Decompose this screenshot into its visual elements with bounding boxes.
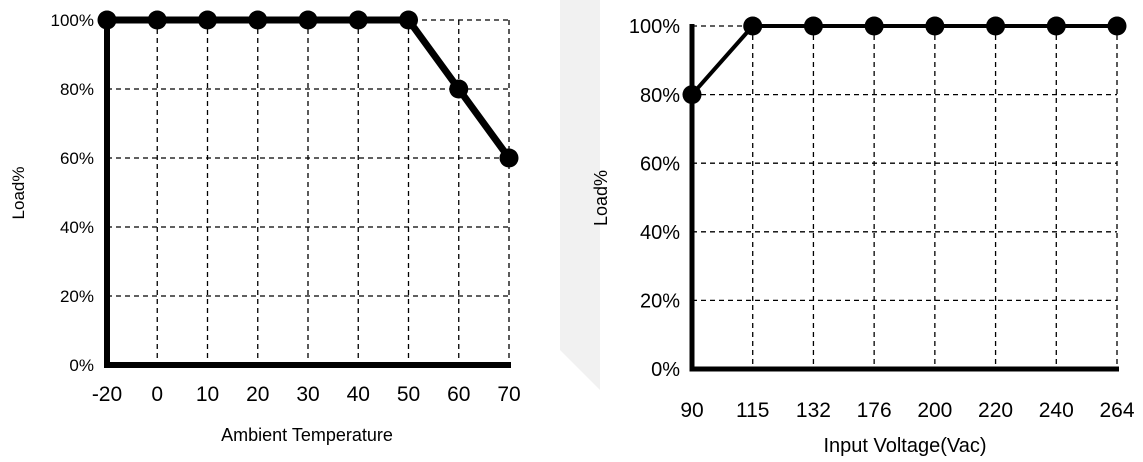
x-tick-label: -20 xyxy=(92,383,122,406)
data-point xyxy=(682,85,702,105)
x-tick-label: 200 xyxy=(917,399,952,422)
x-tick-label: 70 xyxy=(497,383,520,406)
temperature-derating-chart: Load% Ambient Temperature 0% 20% 40% 60% 80%… xyxy=(9,10,521,445)
data-point xyxy=(298,10,318,30)
data-point xyxy=(864,16,884,36)
data-point xyxy=(986,16,1006,36)
y-tick-label: 20% xyxy=(60,287,94,306)
y-tick-label: 40% xyxy=(640,222,680,244)
data-point xyxy=(198,10,217,30)
data-point xyxy=(248,10,268,30)
y-tick-label: 80% xyxy=(60,80,94,99)
x-axis-title: Input Voltage(Vac) xyxy=(823,435,986,457)
data-point xyxy=(499,148,519,168)
y-tick-label: 0% xyxy=(69,356,94,375)
data-point xyxy=(803,16,823,36)
x-tick-label: 132 xyxy=(796,399,831,422)
data-point xyxy=(348,10,368,30)
data-point xyxy=(97,10,117,30)
y-tick-label: 100% xyxy=(629,16,680,38)
y-tick-label: 40% xyxy=(60,218,94,237)
x-tick-label: 50 xyxy=(397,383,420,406)
y-tick-label: 0% xyxy=(651,359,680,381)
data-point xyxy=(1107,16,1127,36)
x-tick-label: 20 xyxy=(246,383,269,406)
data-point xyxy=(743,16,763,36)
y-tick-label: 80% xyxy=(640,85,680,107)
data-point xyxy=(147,10,167,30)
x-tick-label: 60 xyxy=(447,383,470,406)
data-point xyxy=(399,10,418,30)
data-point xyxy=(449,79,469,99)
x-tick-label: 40 xyxy=(347,383,370,406)
x-tick-label: 240 xyxy=(1039,399,1074,422)
y-tick-label: 60% xyxy=(60,149,94,168)
data-point xyxy=(925,16,945,36)
y-tick-label: 60% xyxy=(640,153,680,175)
background-shading xyxy=(560,0,600,390)
x-tick-label: 30 xyxy=(296,383,319,406)
y-axis-title: Load% xyxy=(591,170,611,226)
series-line xyxy=(690,24,1117,96)
data-point xyxy=(1046,16,1066,36)
x-tick-label: 264 xyxy=(1099,399,1134,422)
y-tick-label: 20% xyxy=(640,291,680,313)
x-tick-label: 10 xyxy=(196,383,219,406)
x-tick-label: 176 xyxy=(857,399,892,422)
x-axis-title: Ambient Temperature xyxy=(221,425,393,445)
x-tick-label: 115 xyxy=(736,399,769,422)
voltage-derating-chart: Load% Input Voltage(Vac) 0% 20% 40% 60% 80% 1… xyxy=(591,16,1135,457)
x-tick-label: 220 xyxy=(978,399,1013,422)
x-tick-label: 0 xyxy=(151,383,163,406)
x-tick-label: 90 xyxy=(680,399,703,422)
y-axis-title: Load% xyxy=(9,167,28,220)
y-tick-label: 100% xyxy=(51,11,94,30)
